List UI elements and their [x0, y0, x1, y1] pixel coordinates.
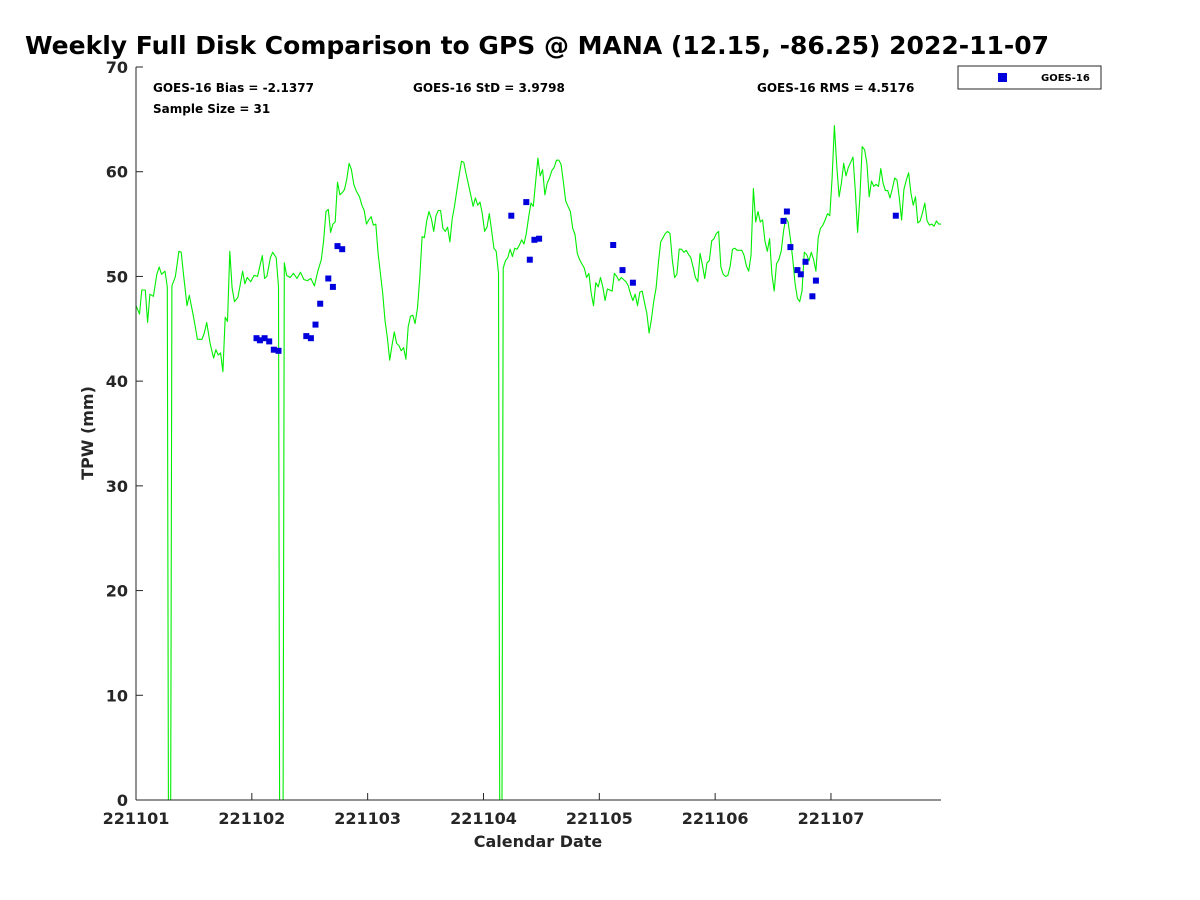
y-tick-label: 50 — [106, 267, 128, 286]
chart-canvas: Weekly Full Disk Comparison to GPS @ MAN… — [0, 0, 1200, 900]
sample-size-stat: Sample Size = 31 — [153, 102, 270, 116]
y-tick-label: 40 — [106, 372, 128, 391]
std-stat: GOES-16 StD = 3.9798 — [413, 81, 565, 95]
goes16-point — [781, 218, 787, 224]
chart-background — [0, 0, 1200, 900]
y-tick-label: 10 — [106, 686, 128, 705]
goes16-point — [339, 246, 345, 252]
goes16-point — [508, 213, 514, 219]
x-axis-label: Calendar Date — [474, 832, 603, 851]
goes16-point — [787, 244, 793, 250]
x-tick-label: 221106 — [682, 809, 749, 828]
goes16-point — [610, 242, 616, 248]
legend-label-goes16: GOES-16 — [1041, 73, 1090, 84]
rms-stat: GOES-16 RMS = 4.5176 — [757, 81, 914, 95]
goes16-point — [527, 257, 533, 263]
goes16-point — [630, 280, 636, 286]
y-tick-label: 0 — [117, 791, 128, 810]
goes16-point — [809, 293, 815, 299]
goes16-point — [784, 209, 790, 215]
goes16-point — [798, 271, 804, 277]
goes16-point — [266, 338, 272, 344]
goes16-point — [620, 267, 626, 273]
x-tick-label: 221107 — [798, 809, 865, 828]
legend: GOES-16 — [958, 66, 1101, 89]
y-tick-label: 30 — [106, 477, 128, 496]
goes16-point — [893, 213, 899, 219]
x-tick-label: 221105 — [566, 809, 633, 828]
y-tick-label: 60 — [106, 163, 128, 182]
x-tick-label: 221104 — [450, 809, 517, 828]
goes16-point — [325, 276, 331, 282]
goes16-point — [803, 259, 809, 265]
legend-marker-goes16 — [998, 73, 1007, 82]
goes16-point — [536, 236, 542, 242]
goes16-point — [313, 322, 319, 328]
y-tick-label: 70 — [106, 58, 128, 77]
goes16-point — [523, 199, 529, 205]
x-tick-label: 221101 — [103, 809, 170, 828]
x-tick-label: 221103 — [334, 809, 401, 828]
goes16-point — [308, 335, 314, 341]
goes16-point — [276, 348, 282, 354]
y-tick-label: 20 — [106, 582, 128, 601]
x-tick-label: 221102 — [218, 809, 285, 828]
goes16-point — [813, 278, 819, 284]
y-axis-label: TPW (mm) — [78, 386, 97, 480]
chart-title: Weekly Full Disk Comparison to GPS @ MAN… — [25, 31, 1049, 60]
bias-stat: GOES-16 Bias = -2.1377 — [153, 81, 314, 95]
goes16-point — [317, 301, 323, 307]
goes16-point — [330, 284, 336, 290]
